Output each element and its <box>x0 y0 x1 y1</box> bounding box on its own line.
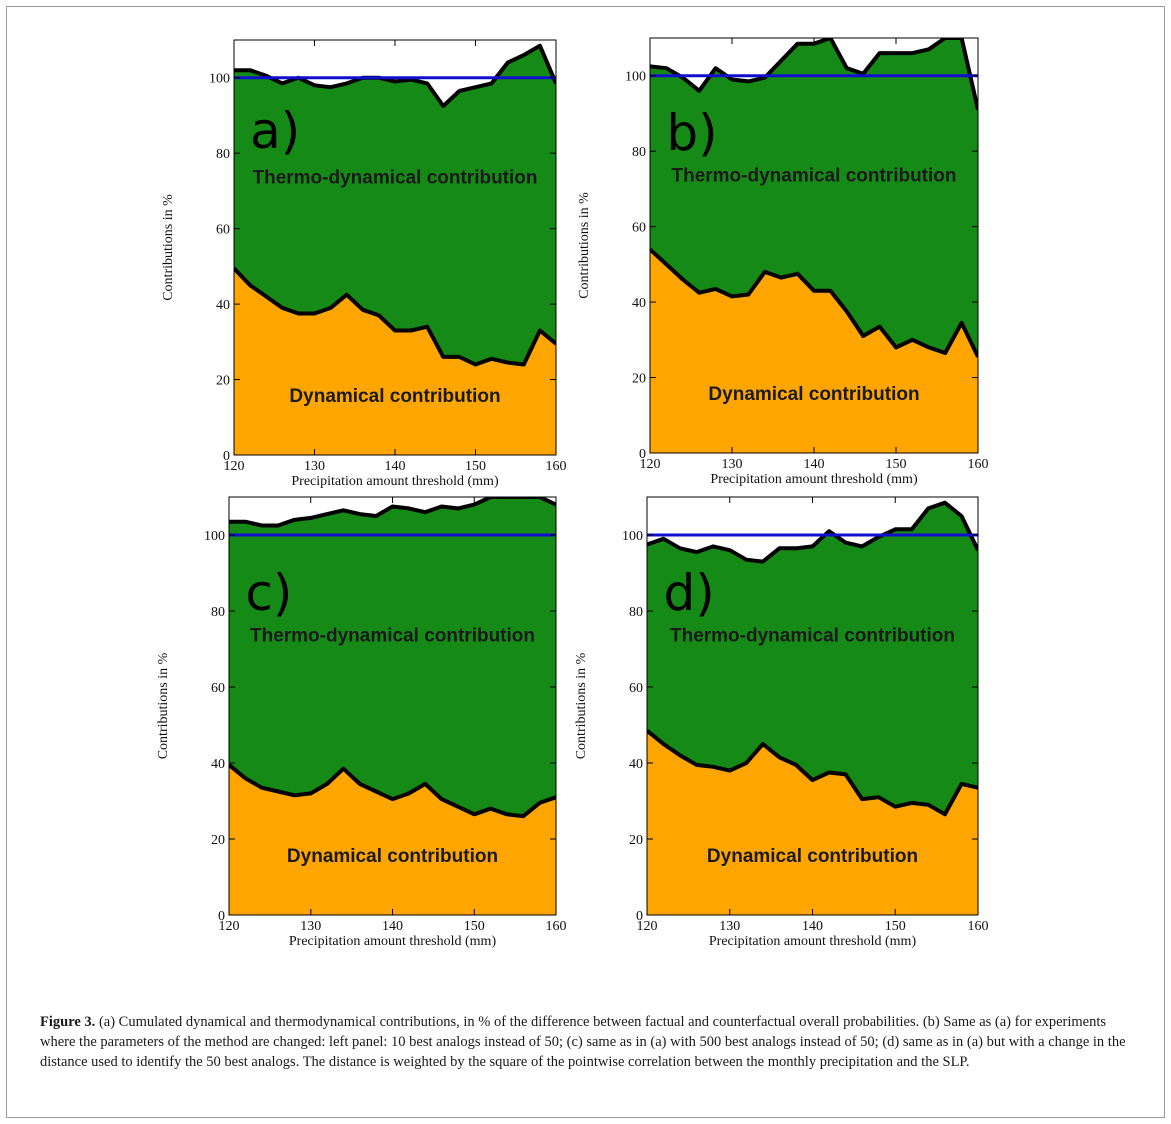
chart-panel-d: 120 130 140 150 160020406080100Precipitation… <box>574 497 989 949</box>
x-tick-label: 150 <box>464 919 485 934</box>
y-tick-label: 20 <box>629 833 643 848</box>
figure-panels: 120 130 140 150 160020406080100Precipitation… <box>0 0 1171 1010</box>
y-tick-label: 60 <box>216 223 230 238</box>
thermo-dynamical-label: Thermo-dynamical contribution <box>252 167 537 188</box>
y-tick-label: 100 <box>622 529 643 544</box>
thermo-dynamical-label: Thermo-dynamical contribution <box>250 625 535 646</box>
y-tick-label: 20 <box>211 833 225 848</box>
y-axis-title: Contributions in % <box>574 652 589 759</box>
y-tick-label: 40 <box>629 757 643 772</box>
y-tick-label: 60 <box>632 221 646 236</box>
thermo-dynamical-label: Thermo-dynamical contribution <box>670 625 955 646</box>
x-tick-label: 130 <box>300 919 321 934</box>
dynamical-label: Dynamical contribution <box>708 384 919 405</box>
x-axis-title: Precipitation amount threshold (mm) <box>291 474 499 489</box>
y-tick-label: 40 <box>632 296 646 311</box>
x-tick-label: 140 <box>382 919 403 934</box>
y-tick-label: 40 <box>211 757 225 772</box>
y-tick-label: 0 <box>223 449 230 464</box>
y-tick-label: 80 <box>632 145 646 160</box>
y-tick-label: 60 <box>211 681 225 696</box>
x-tick-label: 160 <box>968 919 989 934</box>
y-tick-label: 40 <box>216 298 230 313</box>
x-tick-label: 150 <box>885 919 906 934</box>
x-tick-label: 140 <box>385 459 406 474</box>
panel-letter: d) <box>664 564 715 622</box>
y-tick-label: 100 <box>204 529 225 544</box>
thermo-dynamical-label: Thermo-dynamical contribution <box>671 165 956 186</box>
x-tick-label: 140 <box>802 919 823 934</box>
x-tick-label: 140 <box>804 457 825 472</box>
x-tick-label: 160 <box>546 919 567 934</box>
x-tick-label: 160 <box>546 459 567 474</box>
dynamical-label: Dynamical contribution <box>289 386 500 407</box>
chart-panel-b: 120 130 140 150 160020406080100Precipitation… <box>577 38 989 487</box>
x-tick-label: 160 <box>968 457 989 472</box>
y-tick-label: 100 <box>625 70 646 85</box>
figure-caption: Figure 3. (a) Cumulated dynamical and th… <box>40 1012 1140 1072</box>
panel-letter: c) <box>245 564 292 622</box>
dynamical-label: Dynamical contribution <box>707 846 918 867</box>
caption-label: Figure 3. <box>40 1014 95 1030</box>
x-tick-label: 130 <box>722 457 743 472</box>
panel-letter: b) <box>666 104 717 162</box>
x-tick-label: 150 <box>465 459 486 474</box>
y-axis-title: Contributions in % <box>156 652 171 759</box>
caption-text: (a) Cumulated dynamical and thermodynami… <box>40 1014 1126 1070</box>
y-tick-label: 80 <box>629 605 643 620</box>
x-axis-title: Precipitation amount threshold (mm) <box>289 934 497 949</box>
panel-letter: a) <box>250 102 300 160</box>
y-tick-label: 80 <box>211 605 225 620</box>
x-axis-title: Precipitation amount threshold (mm) <box>709 934 917 949</box>
y-tick-label: 60 <box>629 681 643 696</box>
y-tick-label: 100 <box>209 72 230 87</box>
dynamical-label: Dynamical contribution <box>287 846 498 867</box>
y-tick-label: 0 <box>639 447 646 462</box>
y-axis-title: Contributions in % <box>577 192 592 299</box>
y-tick-label: 20 <box>216 374 230 389</box>
y-tick-label: 20 <box>632 372 646 387</box>
x-axis-title: Precipitation amount threshold (mm) <box>710 472 918 487</box>
x-tick-label: 130 <box>719 919 740 934</box>
y-tick-label: 0 <box>218 909 225 924</box>
y-tick-label: 0 <box>636 909 643 924</box>
y-axis-title: Contributions in % <box>161 194 176 301</box>
chart-panel-a: 120 130 140 150 160020406080100Precipitation… <box>161 40 567 489</box>
x-tick-label: 150 <box>886 457 907 472</box>
y-tick-label: 80 <box>216 147 230 162</box>
thermo-dynamical-area <box>229 497 556 816</box>
chart-panel-c: 120 130 140 150 160020406080100Precipitation… <box>156 497 567 949</box>
x-tick-label: 130 <box>304 459 325 474</box>
